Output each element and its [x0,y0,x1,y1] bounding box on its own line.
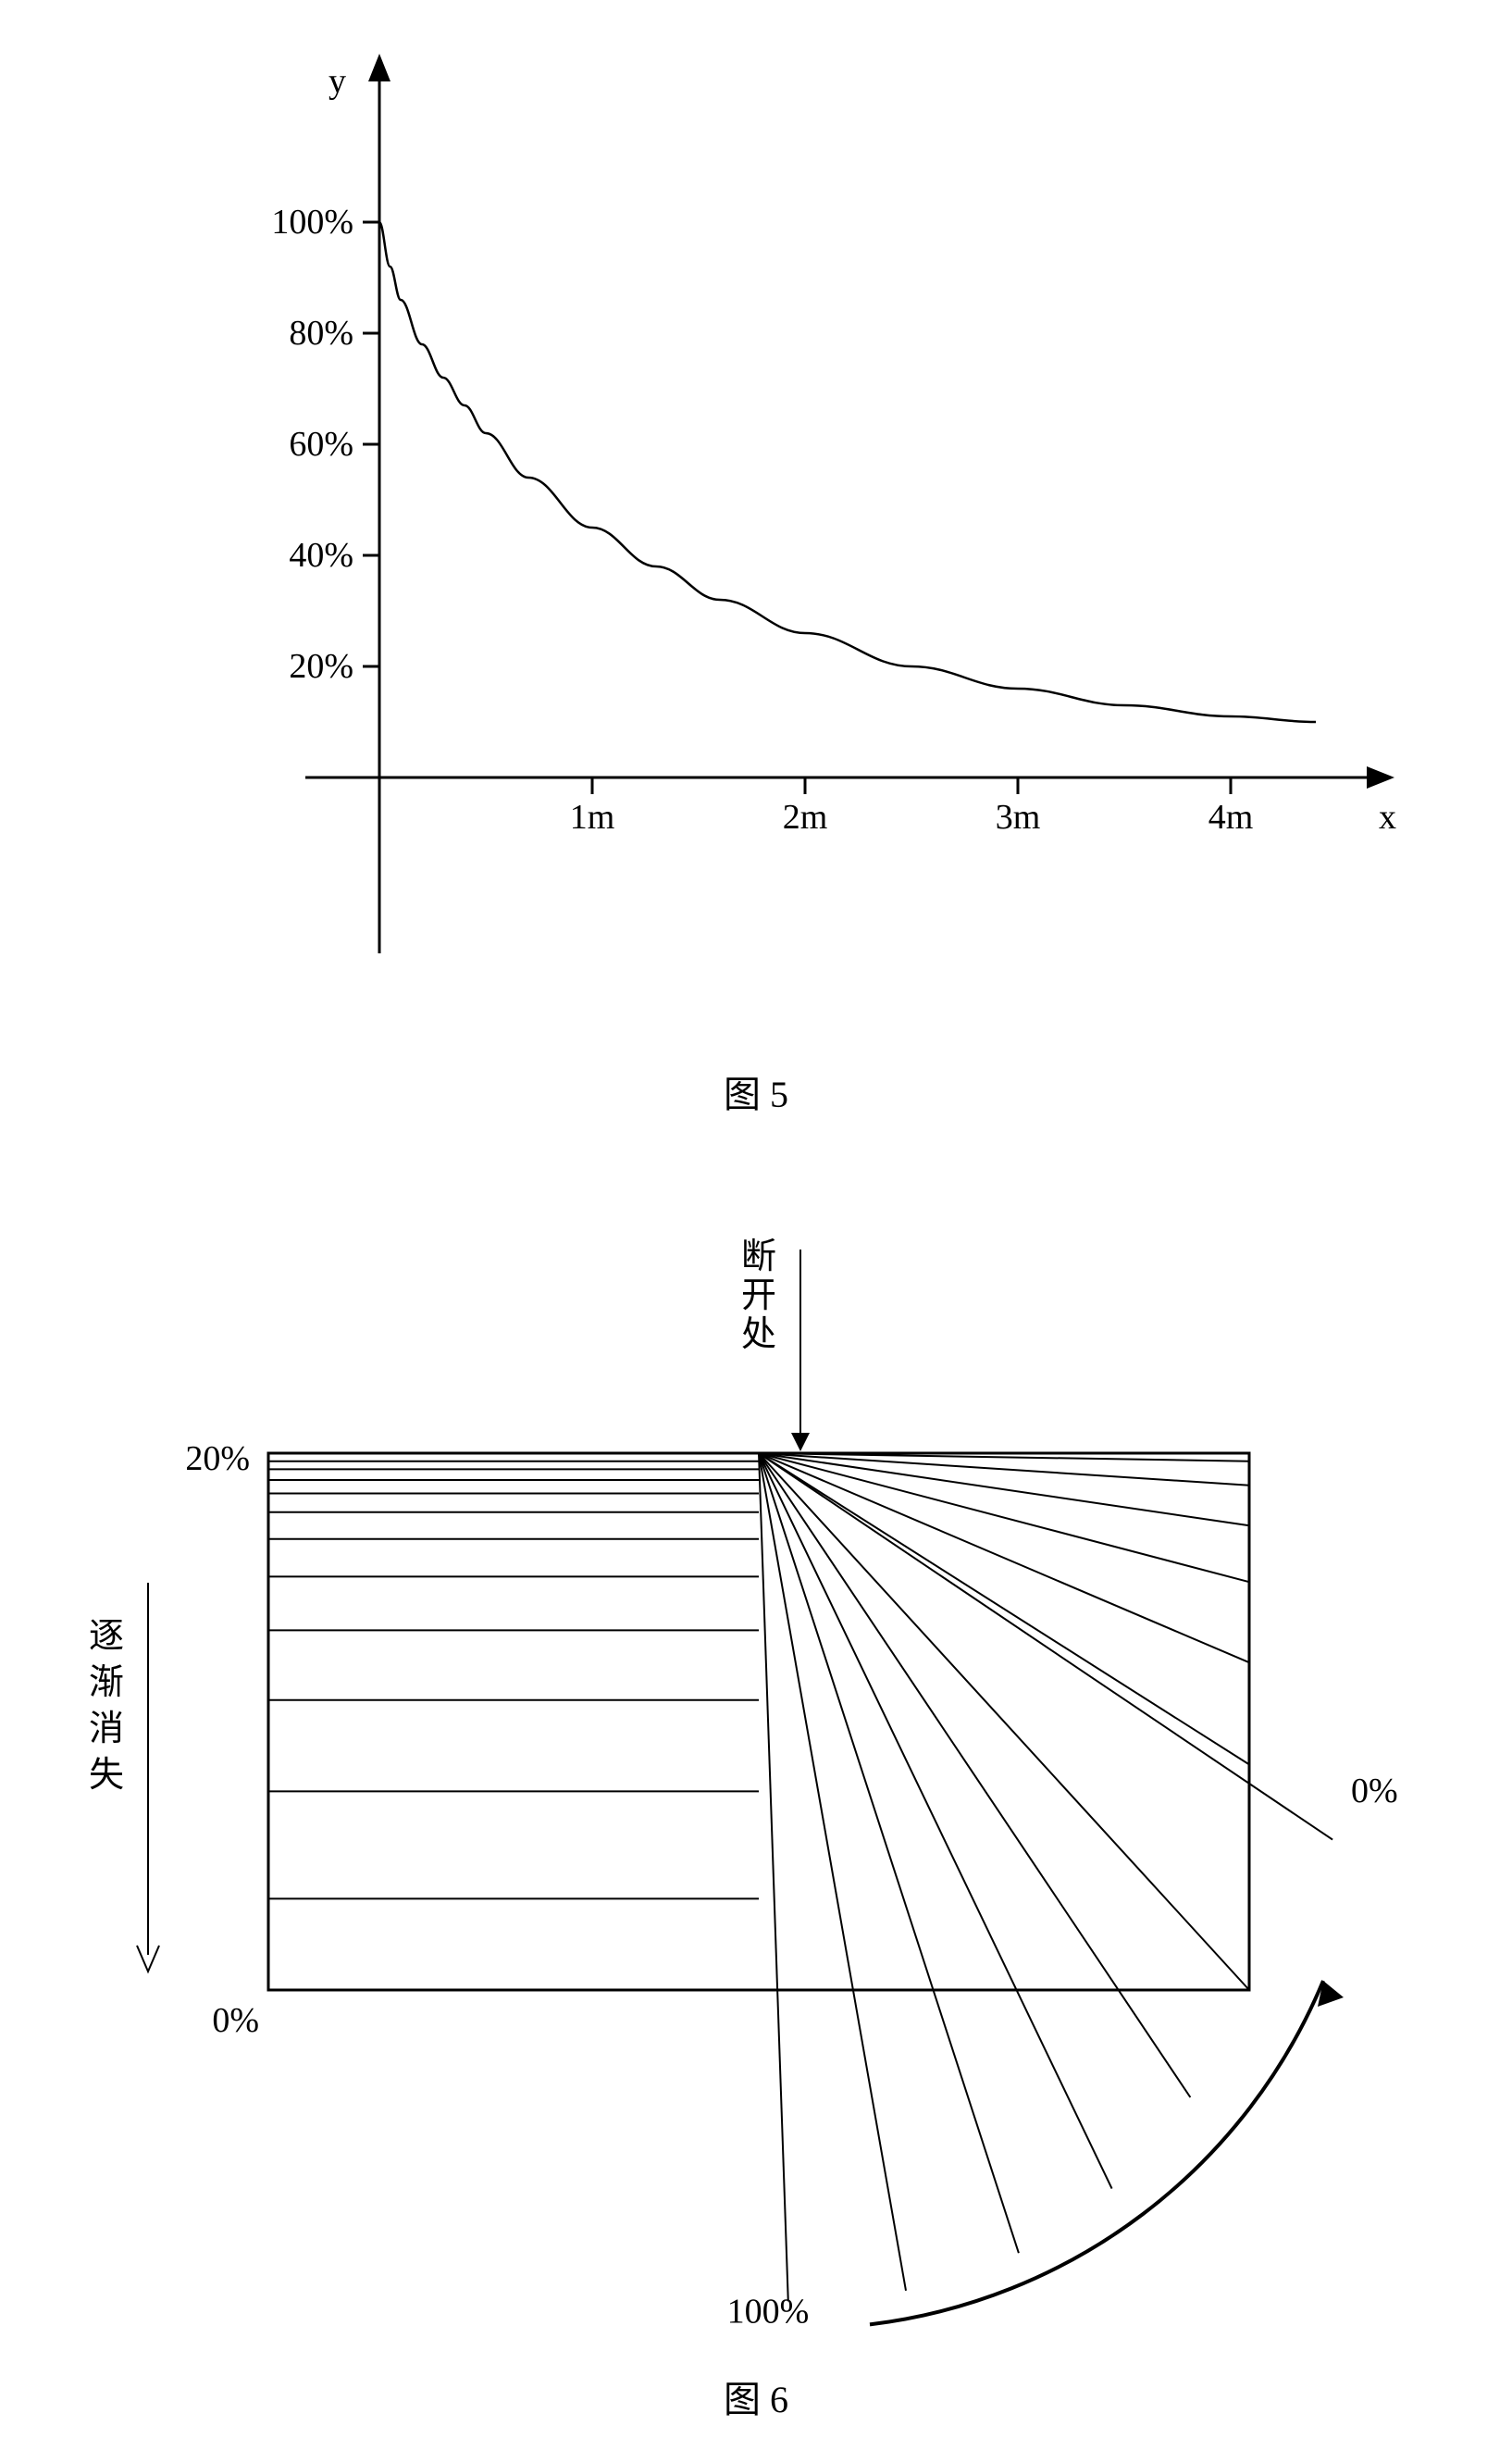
y-tick-label: 80% [289,314,353,353]
fan-line [759,1453,1249,1662]
page: y x 20% 40% 60% 80% 100% 1m 2m 3m 4m 图 5 断开处逐渐消失 2… [0,0,1512,2450]
pct-left-top: 20% [185,1439,250,1478]
figure6-caption: 图 6 [0,2369,1512,2423]
pct-left-bottom: 0% [212,2001,259,2040]
top-arrow-head [791,1433,810,1451]
top-label-char: 处 [741,1315,776,1354]
fan-line [759,1453,1249,1764]
fan-line [759,1453,1019,2253]
x-tick-label: 4m [1208,798,1254,837]
fan-line [759,1453,788,2301]
figure6-diagram: 断开处逐渐消失 20% 0% 0% 100% [65,1231,1453,2388]
x-tick-label: 2m [783,798,828,837]
figure5-caption: 图 5 [0,1064,1512,1118]
pct-right-outer: 0% [1351,1772,1398,1810]
left-label-char: 渐 [89,1663,124,1702]
x-tick-label: 1m [570,798,615,837]
y-axis-arrowhead [368,54,390,81]
y-tick-label: 40% [289,536,353,575]
main-rect [268,1453,1249,1990]
y-tick-label: 100% [271,203,353,242]
y-axis-label: y [328,62,346,101]
left-label-char: 失 [89,1756,124,1795]
y-tick-label: 60% [289,425,353,464]
sweep-arc [870,1981,1323,2324]
pct-bottom-center: 100% [727,2293,810,2332]
y-tick-label: 20% [289,647,353,686]
left-label-char: 消 [89,1710,124,1748]
figure5-chart: y x 20% 40% 60% 80% 100% 1m 2m 3m 4m [102,19,1397,1037]
x-axis-arrowhead [1367,766,1394,789]
fan-line [759,1453,1249,1990]
decay-curve [379,222,1316,722]
top-label-char: 开 [741,1276,776,1315]
x-tick-label: 3m [996,798,1041,837]
fan-line [759,1453,1332,1840]
x-axis-label: x [1379,798,1396,837]
fan-line [759,1453,1112,2189]
top-label-char: 断 [741,1237,776,1276]
fan-line [759,1453,1249,1525]
fan-line [759,1453,906,2291]
left-label-char: 逐 [89,1617,124,1656]
